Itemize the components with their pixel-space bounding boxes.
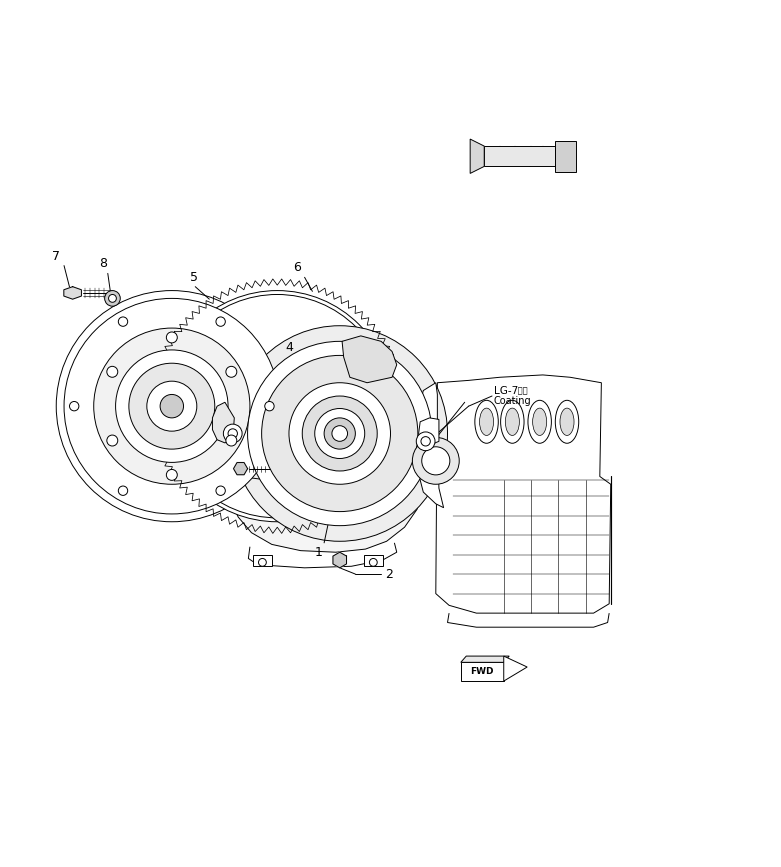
Circle shape <box>109 295 116 303</box>
Circle shape <box>166 295 389 518</box>
Text: 5: 5 <box>190 271 198 284</box>
Circle shape <box>119 317 128 326</box>
Circle shape <box>107 435 118 446</box>
Circle shape <box>422 447 450 475</box>
Polygon shape <box>461 656 509 662</box>
Circle shape <box>105 290 120 306</box>
Text: 6: 6 <box>293 262 301 275</box>
Circle shape <box>166 332 177 343</box>
Polygon shape <box>555 140 576 172</box>
Ellipse shape <box>505 408 519 435</box>
Circle shape <box>369 558 377 566</box>
Circle shape <box>226 435 237 446</box>
Circle shape <box>416 432 435 451</box>
Circle shape <box>107 367 118 377</box>
Ellipse shape <box>560 408 574 435</box>
Circle shape <box>262 355 418 512</box>
Circle shape <box>289 382 390 485</box>
Circle shape <box>324 418 355 449</box>
Circle shape <box>56 290 287 522</box>
Circle shape <box>166 469 177 480</box>
Polygon shape <box>64 287 81 299</box>
Polygon shape <box>461 662 504 681</box>
Polygon shape <box>253 555 272 566</box>
Text: Coating: Coating <box>494 395 531 406</box>
Polygon shape <box>212 402 234 443</box>
Polygon shape <box>415 382 444 508</box>
Circle shape <box>162 290 393 522</box>
Polygon shape <box>470 139 484 173</box>
Circle shape <box>421 437 430 446</box>
Text: 8: 8 <box>99 257 107 270</box>
Polygon shape <box>504 656 527 681</box>
Circle shape <box>129 363 215 449</box>
Circle shape <box>332 426 348 441</box>
Text: 9: 9 <box>560 142 568 155</box>
Circle shape <box>228 429 237 438</box>
Ellipse shape <box>533 408 547 435</box>
Polygon shape <box>333 552 347 568</box>
Polygon shape <box>364 555 383 566</box>
Text: 3: 3 <box>226 467 234 480</box>
Text: 7: 7 <box>52 251 60 264</box>
Polygon shape <box>234 463 248 475</box>
Circle shape <box>302 396 377 471</box>
Circle shape <box>248 342 432 525</box>
Text: 4: 4 <box>285 341 293 354</box>
Ellipse shape <box>480 408 494 435</box>
Circle shape <box>226 367 237 377</box>
Circle shape <box>412 438 459 485</box>
FancyBboxPatch shape <box>484 147 555 166</box>
Circle shape <box>64 298 280 514</box>
Circle shape <box>232 326 448 541</box>
Ellipse shape <box>501 401 524 443</box>
Text: 1: 1 <box>315 545 323 558</box>
Polygon shape <box>220 316 426 552</box>
Text: 塗布: 塗布 <box>515 386 528 395</box>
Text: FWD: FWD <box>470 668 494 676</box>
Circle shape <box>265 401 274 411</box>
Text: LG-7: LG-7 <box>494 386 518 395</box>
Circle shape <box>259 558 266 566</box>
Text: 2: 2 <box>385 568 393 581</box>
Circle shape <box>216 486 226 495</box>
Circle shape <box>70 401 79 411</box>
Circle shape <box>223 424 242 443</box>
Circle shape <box>160 394 184 418</box>
Circle shape <box>147 381 197 431</box>
Ellipse shape <box>555 401 579 443</box>
Circle shape <box>118 486 127 495</box>
Polygon shape <box>342 336 397 382</box>
Circle shape <box>94 328 250 485</box>
Polygon shape <box>436 375 611 613</box>
Polygon shape <box>419 418 439 446</box>
Circle shape <box>116 350 228 462</box>
Ellipse shape <box>528 401 551 443</box>
Ellipse shape <box>475 401 498 443</box>
Circle shape <box>315 408 365 459</box>
Circle shape <box>216 317 226 326</box>
